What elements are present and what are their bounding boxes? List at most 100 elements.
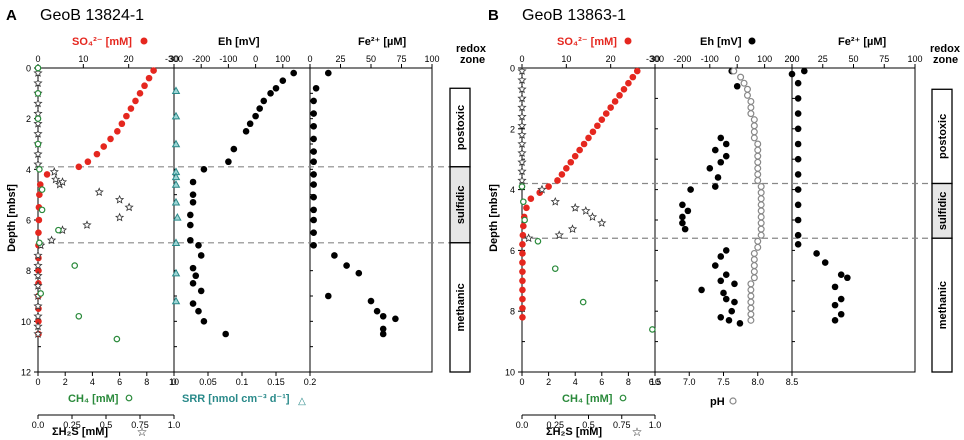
b-h2s-legend-marker: ☆ [632,425,643,439]
a-fe-tick-label: 25 [335,54,345,64]
a-srr-point [171,296,181,305]
b-ph-tick-label: 7.0 [683,377,696,387]
b-eh-point [706,165,714,172]
b-eh-tick-label: 0 [735,54,740,64]
a-eh-point [192,272,200,280]
b-h2s-point [554,230,564,240]
b-sulfate-point [519,304,526,312]
b-h2s-point [517,93,527,103]
a-eh-point [187,236,194,244]
a-sulfate-tick-label: 20 [124,54,134,64]
b-ch4-point [579,298,587,306]
b-sulfate-point [607,104,614,111]
a-eh-point [189,280,197,287]
a-fe-point [310,135,317,143]
b-ph-point [747,104,755,112]
b-depth-tick-label-8: 8 [510,307,515,317]
b-eh-point [684,207,692,215]
a-fe-point [310,158,317,166]
a-ch4-point [34,115,42,122]
b-eh-point [736,320,744,327]
b-h2s-point [587,212,598,221]
a-eh-point [195,242,202,249]
a-eh-point [189,198,197,206]
b-zone-label-sulfidic: sulfidic [937,192,949,231]
a-h2s-point [33,149,43,159]
a-fe-tick-label: 0 [307,54,312,64]
b-ph-point [754,140,762,148]
a-srr-point [171,139,181,148]
panel-a: A GeoB 13824-1 SO₄²⁻ [mM] Eh [mV] Fe²⁺ [… [6,7,487,439]
b-h2s-point [570,202,580,212]
b-fe-point [794,79,802,87]
a-subplot-frame-3 [309,67,433,373]
a-depth-tick-label-6: 6 [26,216,31,226]
a-fe-point [379,330,387,338]
b-fe-point [801,67,808,75]
a-h2s-point [33,311,43,321]
a-fe-point [310,97,317,105]
b-ch4-legend-marker [619,394,627,402]
b-ch4-axis-label: CH₄ [mM] [562,393,613,405]
b-ph-point [750,128,758,136]
a-srr-point [171,268,181,277]
a-srr-tick-label: 0.05 [199,377,217,387]
a-sulfate-point [107,135,114,143]
b-sulfate-point [519,313,526,321]
b-ph-point [747,298,755,306]
a-sulfate-point [36,181,44,188]
b-sulfate-point [620,85,628,93]
b-sulfate-point [519,259,526,266]
b-eh-point [731,280,738,288]
a-depth-tick-label-4: 4 [26,165,31,175]
b-ph-point [754,170,762,178]
b-fe-tick-label: 75 [879,54,889,64]
a-sulfate-point [132,97,139,105]
b-sulfate-point [602,110,610,117]
b-h2s-point [517,84,527,94]
b-fe-point [813,250,820,257]
b-h2s-point [517,130,527,139]
b-fe-point [794,110,802,117]
b-sulfate-point [580,140,588,148]
a-srr-tick-label: 0.15 [267,377,285,387]
b-ch4-point [520,198,527,206]
b-eh-point [687,186,694,193]
a-fe-point [310,110,317,117]
b-fe-tick-label: 50 [848,54,858,64]
b-fe-point [844,274,851,282]
a-srr-point [173,213,182,221]
a-h2s-tick-label: 0.5 [100,420,113,430]
a-srr-point [171,111,181,120]
b-sulfate-point [594,122,601,130]
b-ph-tick-label: 7.5 [717,377,730,387]
a-ch4-tick-label: 2 [63,377,68,387]
b-eh-point [722,247,730,254]
a-sulfate-legend-marker [140,37,148,45]
b-ph-point [757,213,765,221]
b-depth-tick-label-2: 2 [510,124,515,134]
a-depth-tick-label-10: 10 [21,317,31,327]
b-ch4-tick-label: 0 [519,377,524,387]
b-ph-point [754,158,762,166]
b-sulfate-point [633,67,641,75]
b-ph-point [747,97,755,105]
a-ch4-point [75,312,83,320]
b-ph-point [747,316,755,324]
b-ph-axis-label: pH [710,396,725,408]
b-sulfate-point [519,277,526,285]
a-ch4-point [55,226,62,234]
b-ph-legend-marker [729,397,737,405]
a-sulfate-point [118,120,126,128]
b-ph-point [747,280,755,288]
b-fe-point [794,171,802,178]
b-zone-label-methanic: methanic [937,281,949,329]
a-ch4-tick-label: 0 [35,377,40,387]
b-fe-point [831,301,839,309]
a-sulfate-point [114,128,121,135]
a-h2s-point [33,250,43,260]
a-zone-box-methanic [449,242,471,373]
a-srr-point [171,238,181,247]
a-srr-tick-label: 0.1 [236,377,249,387]
a-h2s-point [49,167,59,176]
